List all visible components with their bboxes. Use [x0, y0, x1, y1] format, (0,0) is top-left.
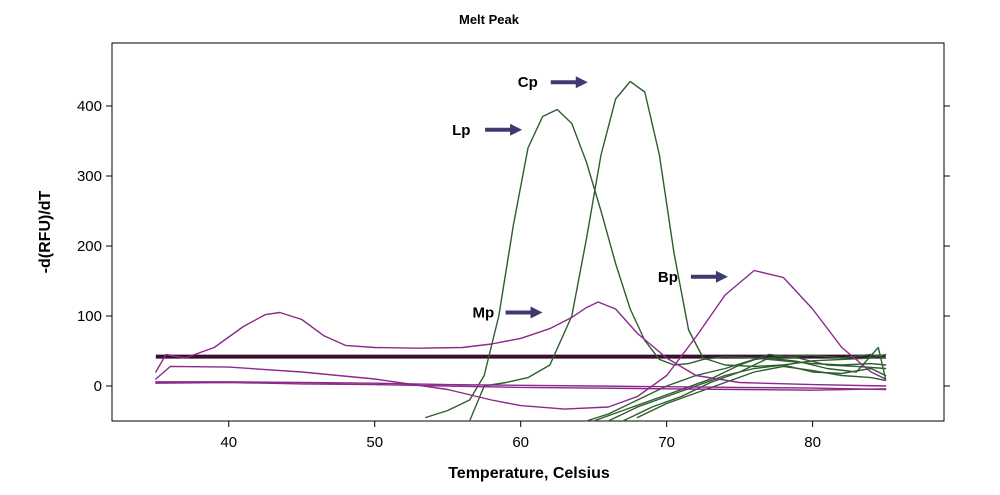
x-tick-label: 80 [804, 434, 821, 451]
peak-arrow-head [715, 270, 728, 283]
series-line-3 [585, 353, 887, 422]
series-line-8 [155, 301, 887, 387]
x-axis-title: Temperature, Celsius [448, 465, 610, 482]
x-tick-label: 60 [512, 434, 529, 451]
axis-ticks: 40 50 60 70 80 0 100 200 300 400 [77, 98, 950, 451]
x-tick-label: 40 [220, 434, 237, 451]
peak-label-lp: Lp [452, 122, 470, 139]
series-line-1 [425, 108, 887, 419]
chart-title: Melt Peak [459, 12, 520, 27]
peak-arrow-head [510, 123, 523, 136]
plot-frame [111, 42, 945, 422]
y-tick-label: 100 [77, 308, 102, 325]
peak-annotations: Cp Lp Bp Mp [452, 74, 728, 322]
series-line-10 [155, 381, 887, 391]
y-tick-label: 0 [94, 378, 102, 395]
peak-label-mp: Mp [473, 305, 495, 322]
y-axis-title: -d(RFU)/dT [37, 190, 54, 273]
series-line-7 [636, 365, 887, 419]
series-line-6 [622, 346, 887, 422]
peak-arrow-head [575, 76, 588, 89]
y-tick-label: 200 [77, 238, 102, 255]
series-line-2 [468, 80, 887, 422]
peak-label-bp: Bp [658, 269, 678, 286]
y-tick-label: 300 [77, 168, 102, 185]
peak-arrow-head [530, 306, 543, 319]
series-line-5 [607, 364, 887, 422]
y-tick-label: 400 [77, 98, 102, 115]
series-line-4 [593, 353, 887, 422]
x-tick-label: 70 [658, 434, 675, 451]
series-lines [155, 80, 887, 422]
x-tick-label: 50 [366, 434, 383, 451]
peak-label-cp: Cp [518, 74, 538, 91]
series-line-11 [155, 381, 887, 391]
series-line-9 [155, 269, 887, 410]
